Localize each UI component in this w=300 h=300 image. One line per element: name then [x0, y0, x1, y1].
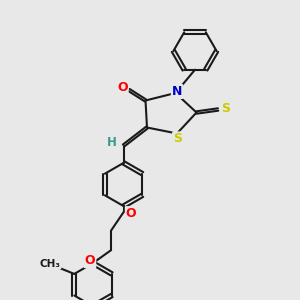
Text: S: S — [173, 132, 182, 146]
Text: S: S — [221, 102, 230, 116]
Text: N: N — [172, 85, 182, 98]
Text: O: O — [85, 254, 95, 267]
Text: CH₃: CH₃ — [40, 259, 61, 269]
Text: O: O — [126, 207, 136, 220]
Text: H: H — [107, 136, 117, 149]
Text: O: O — [117, 81, 128, 94]
